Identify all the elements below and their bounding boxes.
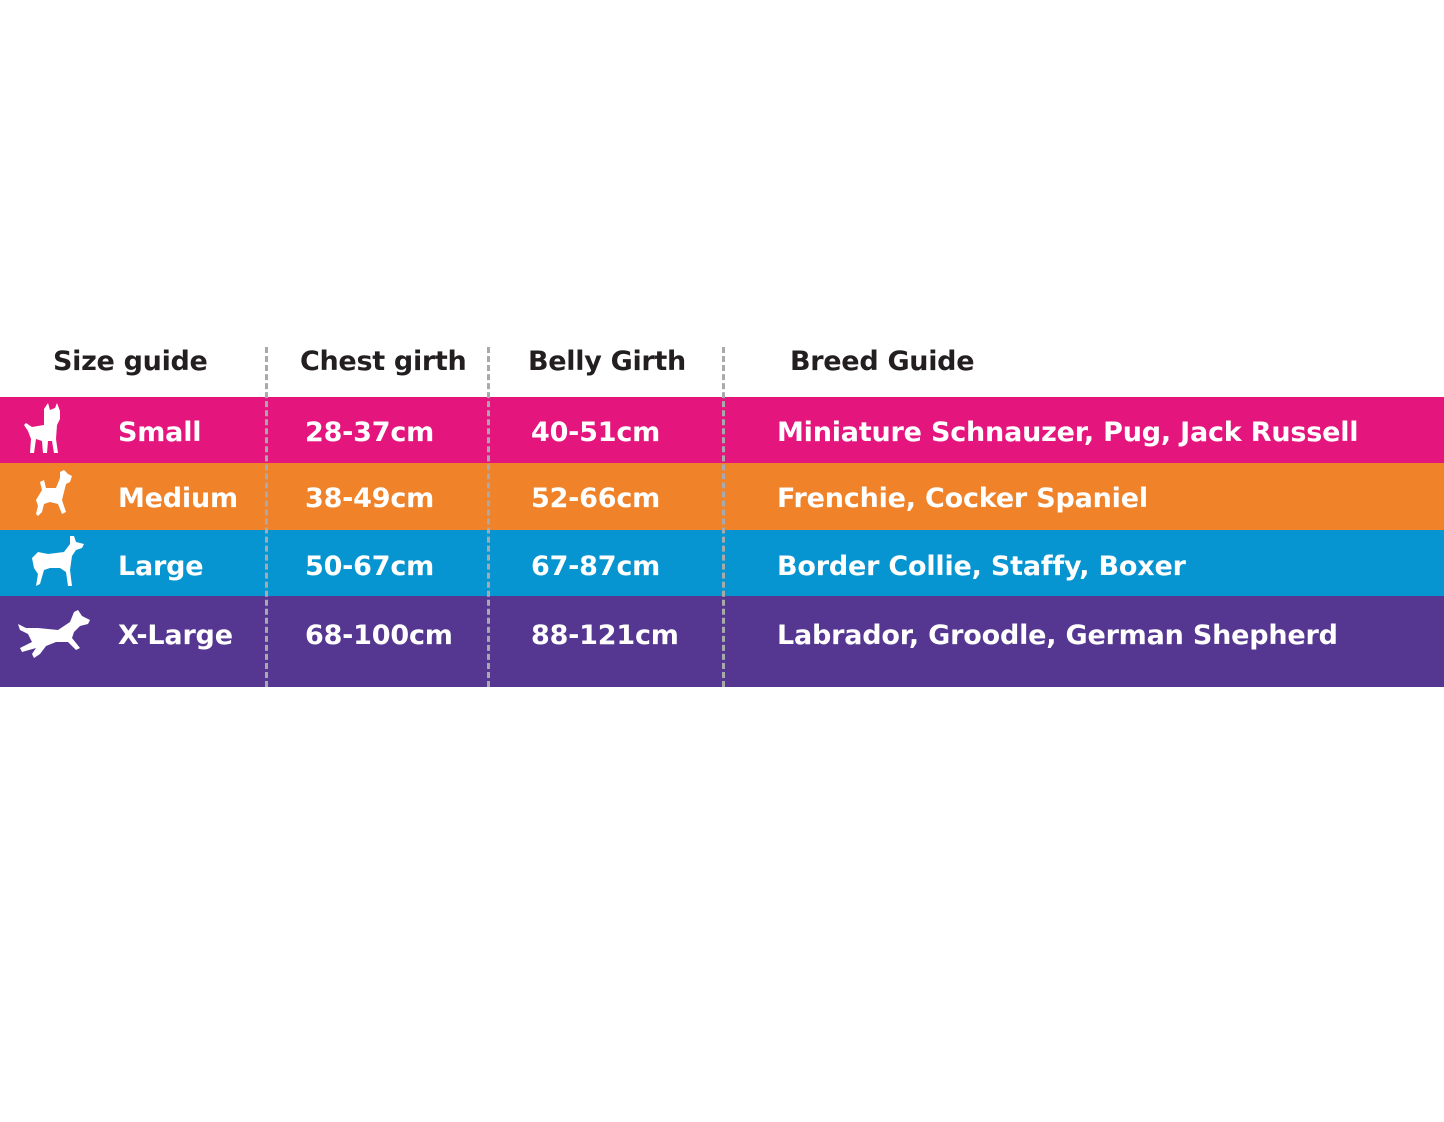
table-header: Size guide Chest girth Belly Girth Breed… xyxy=(0,330,1444,397)
large-dog-icon xyxy=(14,534,94,590)
header-size-guide: Size guide xyxy=(53,346,208,377)
chest-girth-value: 68-100cm xyxy=(305,620,453,651)
header-belly-girth: Belly Girth xyxy=(528,346,686,377)
breed-list: Frenchie, Cocker Spaniel xyxy=(777,483,1148,514)
breed-list: Border Collie, Staffy, Boxer xyxy=(777,551,1186,582)
column-divider xyxy=(265,347,268,687)
size-label: Small xyxy=(118,417,202,448)
chest-girth-value: 38-49cm xyxy=(305,483,435,514)
size-label: Medium xyxy=(118,483,238,514)
belly-girth-value: 40-51cm xyxy=(531,417,661,448)
column-divider xyxy=(487,347,490,687)
size-label: X-Large xyxy=(118,620,233,651)
column-divider xyxy=(722,347,725,687)
xlarge-dog-icon xyxy=(14,608,94,660)
breed-list: Labrador, Groodle, German Shepherd xyxy=(777,620,1338,651)
size-label: Large xyxy=(118,551,204,582)
belly-girth-value: 67-87cm xyxy=(531,551,661,582)
chest-girth-value: 50-67cm xyxy=(305,551,435,582)
belly-girth-value: 52-66cm xyxy=(531,483,661,514)
breed-list: Miniature Schnauzer, Pug, Jack Russell xyxy=(777,417,1359,448)
header-breed-guide: Breed Guide xyxy=(790,346,975,377)
header-chest-girth: Chest girth xyxy=(300,346,467,377)
small-dog-icon xyxy=(14,403,94,457)
belly-girth-value: 88-121cm xyxy=(531,620,679,651)
chest-girth-value: 28-37cm xyxy=(305,417,435,448)
medium-dog-icon xyxy=(14,468,94,524)
